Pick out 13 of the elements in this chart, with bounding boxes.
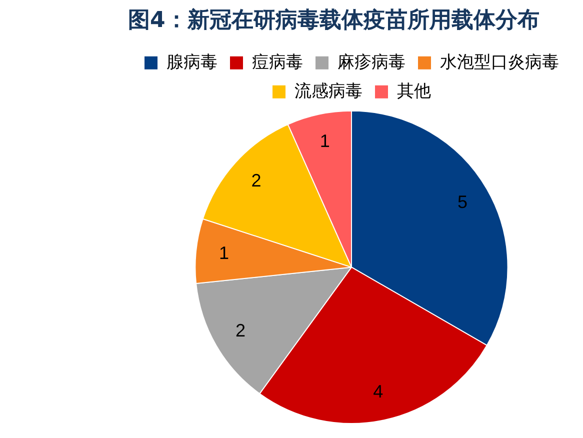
chart-title: 图4：新冠在研病毒载体疫苗所用载体分布	[128, 6, 540, 33]
legend-label: 水泡型口炎病毒	[440, 52, 559, 72]
data-label: 5	[457, 192, 468, 212]
data-label: 2	[235, 320, 246, 340]
legend-label: 流感病毒	[294, 81, 362, 102]
legend-label: 痘病毒	[252, 52, 303, 72]
legend-label: 其他	[397, 81, 431, 102]
data-label: 1	[219, 242, 230, 263]
data-label: 1	[320, 130, 330, 151]
legend-label: 腺病毒	[166, 52, 218, 72]
legend-label: 麻疹病毒	[338, 52, 406, 72]
data-label: 4	[373, 382, 384, 402]
data-label: 2	[251, 170, 262, 190]
